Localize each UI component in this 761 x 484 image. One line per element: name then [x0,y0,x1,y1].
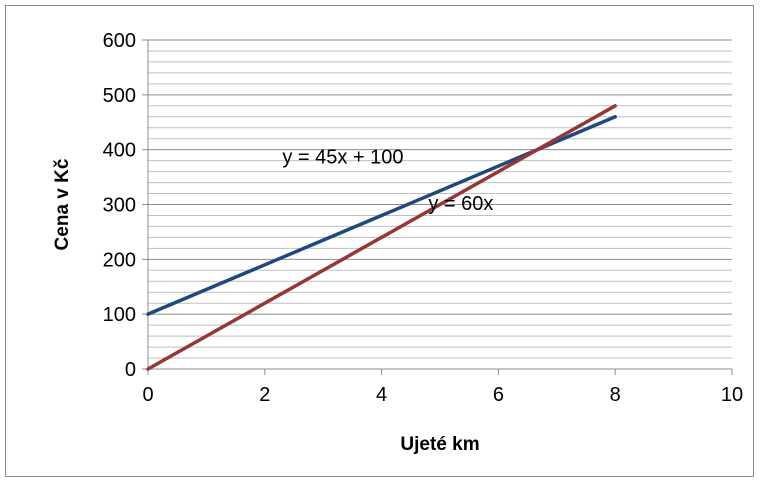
x-tick-label: 2 [259,384,270,406]
y-tick-label: 200 [103,249,136,271]
y-tick-label: 400 [103,140,136,162]
x-axis-title: Ujeté km [400,434,479,455]
annotations: y = 45x + 100 y = 60x [282,146,493,215]
y-tick-label: 600 [103,30,136,52]
equation-label-1: y = 45x + 100 [282,146,403,168]
tick-labels: 0 100 200 300 400 500 600 0 2 4 6 8 10 [103,30,744,406]
x-tick-label: 8 [610,384,621,406]
y-tick-label: 500 [103,85,136,107]
y-axis-title: Cena v Kč [52,158,73,250]
x-tick-label: 0 [142,384,153,406]
y-tick-label: 0 [125,359,136,381]
x-tick-label: 6 [493,384,504,406]
series-lines [146,104,617,371]
x-tick-label: 10 [721,384,743,406]
x-tick-label: 4 [376,384,387,406]
y-tick-label: 100 [103,304,136,326]
y-tick-label: 300 [103,195,136,217]
equation-label-2: y = 60x [428,193,493,215]
series-line-2 [146,104,617,371]
